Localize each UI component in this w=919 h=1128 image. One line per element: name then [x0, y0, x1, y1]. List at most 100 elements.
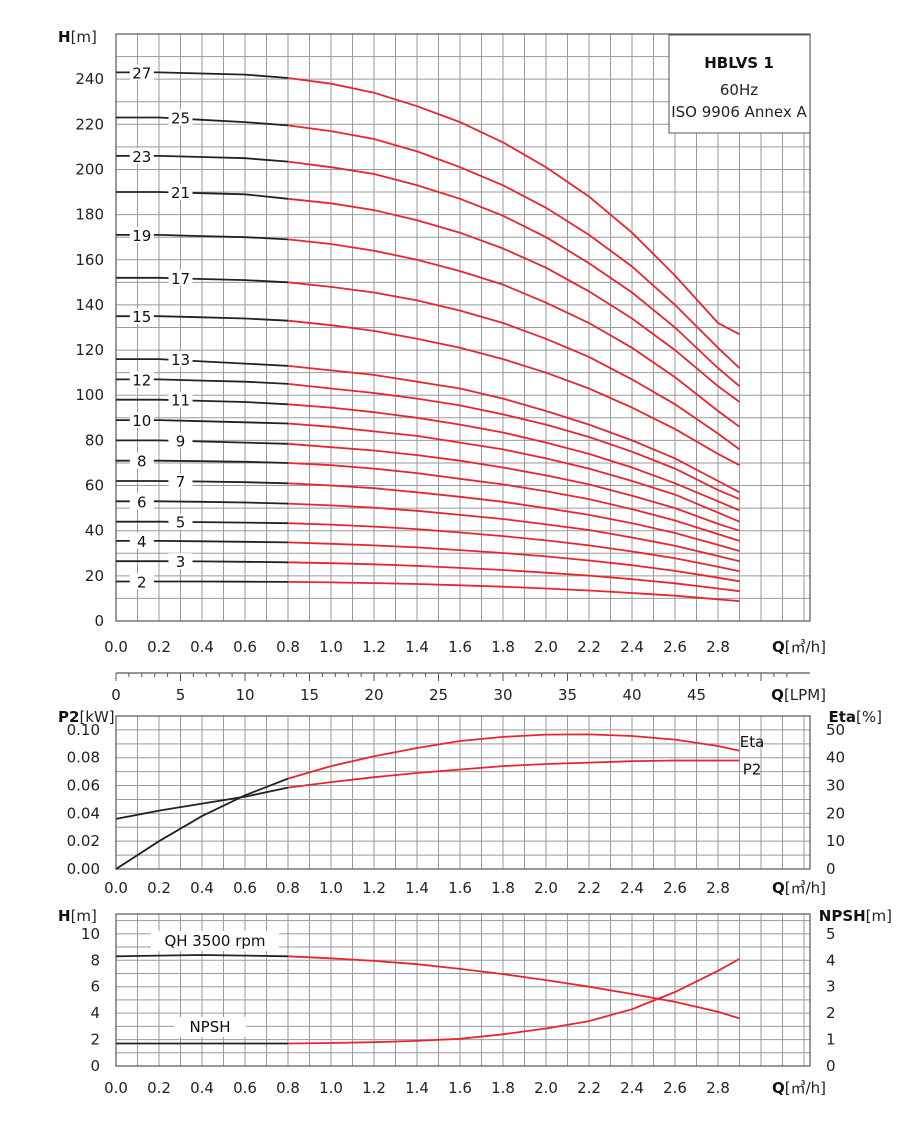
stage-19-series: [116, 226, 741, 428]
lpm-tick-label: 45: [687, 686, 706, 704]
y2-tick-label: 20: [826, 804, 845, 822]
x-tick-label: 0.0: [104, 1079, 128, 1097]
lpm-tick-label: 20: [364, 686, 383, 704]
head-y-axis-label: H[m]: [58, 28, 97, 46]
x-tick-label: 1.6: [448, 1079, 472, 1097]
series-label-bg: [174, 1017, 246, 1037]
y-tick-label: 80: [85, 431, 104, 449]
x-tick-label: 0.4: [190, 879, 214, 897]
y-tick-label: 140: [75, 296, 104, 314]
x-tick-label: 0.0: [104, 638, 128, 656]
npsh-panel-frame: [115, 913, 811, 1067]
stage-label-bg: [168, 184, 193, 201]
x-tick-label: 1.0: [319, 1079, 343, 1097]
stage-7-series: [116, 473, 740, 552]
stage-3-series: [116, 553, 740, 593]
stage-25-series: [116, 109, 741, 369]
x-tick-label: 0.0: [104, 879, 128, 897]
lpm-axis-label-unit: [LPM]: [784, 686, 826, 704]
stage-label: 8: [137, 453, 147, 471]
stage-23-curve-red: [287, 160, 741, 387]
x-tick-label: 1.6: [448, 879, 472, 897]
stage-15-series: [116, 308, 740, 466]
stage-label: 21: [171, 184, 190, 202]
npsh-x-axis-label-unit: [㎥/h]: [785, 1079, 826, 1097]
stage-label-bg: [168, 269, 193, 286]
x-tick-label: 2.2: [577, 638, 601, 656]
stage-label: 5: [176, 514, 186, 532]
stage-3-curve-black: [116, 560, 289, 564]
stage-8-series: [116, 452, 740, 542]
head-x-axis-label-unit: [㎥/h]: [785, 638, 826, 656]
eta-series-label: Eta: [740, 733, 765, 751]
x-tick-label: 2.6: [663, 638, 687, 656]
stage-17-curve-red: [287, 281, 741, 451]
stage-17-series: [116, 269, 741, 451]
stage-label: 13: [171, 351, 190, 369]
head-panel-grid: [115, 33, 811, 622]
stage-23-series: [116, 147, 741, 387]
npsh-y-axis-label-bold: NPSH: [819, 907, 866, 925]
stage-21-series: [116, 184, 741, 403]
head-y-axis-label-unit: [m]: [71, 28, 97, 46]
x-tick-label: 1.2: [362, 879, 386, 897]
head-panel-frame: [115, 33, 811, 622]
stage-11-curve-black: [116, 398, 289, 406]
lpm-tick-label: 10: [235, 686, 254, 704]
eta-curve-black: [115, 777, 289, 870]
stage-label: 9: [176, 432, 186, 450]
npsh-x-axis-label-bold: Q: [772, 1079, 785, 1097]
stage-label: 12: [132, 371, 151, 389]
stage-label-bg: [129, 308, 154, 325]
stage-label: 15: [132, 308, 151, 326]
y-tick-label: 0.00: [67, 860, 100, 878]
y-tick-label: 0.06: [67, 777, 100, 795]
stage-5-curve-black: [116, 520, 289, 525]
stage-11-series: [116, 391, 740, 512]
stage-6-curve-red: [287, 502, 740, 563]
y2-tick-label: 0: [826, 1057, 836, 1075]
lpm-tick-label: 40: [622, 686, 641, 704]
lpm-tick-label: 25: [429, 686, 448, 704]
model-name: HBLVS 1: [704, 54, 774, 72]
y-tick-label: 200: [75, 160, 104, 178]
power-x-axis-label: Q[㎥/h]: [772, 879, 826, 897]
npsh-y-axis-label-unit: [m]: [866, 907, 892, 925]
x-tick-label: 0.6: [233, 638, 257, 656]
y-tick-label: 0.08: [67, 749, 100, 767]
stage-21-curve-black: [116, 191, 289, 200]
stage-label-bg: [168, 432, 193, 449]
y-tick-label: 240: [75, 70, 104, 88]
npsh-x-axis-label: Q[㎥/h]: [772, 1079, 826, 1097]
lpm-tick-label: 5: [176, 686, 186, 704]
title-box-frame: [668, 34, 811, 134]
stage-label: 11: [171, 392, 190, 410]
stage-8-curve-red: [287, 462, 740, 542]
stage-7-curve-black: [116, 480, 289, 485]
x-tick-label: 1.8: [491, 879, 515, 897]
stage-label-bg: [168, 391, 193, 408]
lpm-tick-label: 0: [111, 686, 121, 704]
eta-y-axis-label-bold: Eta: [828, 708, 856, 726]
power-y-axis-label: P2[kW]: [58, 708, 115, 726]
x-tick-label: 1.8: [491, 1079, 515, 1097]
stage-19-curve-red: [287, 238, 741, 428]
y-tick-label: 0.02: [67, 832, 100, 850]
stage-label-bg: [129, 532, 154, 549]
lpm-axis: [115, 672, 810, 681]
stage-25-curve-red: [287, 124, 741, 369]
stage-17-curve-black: [116, 276, 289, 284]
stage-12-series: [116, 371, 740, 500]
p2-curve-red: [287, 759, 740, 789]
y-tick-label: 180: [75, 206, 104, 224]
npsh-panel-y-axis-label: H[m]: [58, 907, 97, 925]
x-tick-label: 0.8: [276, 638, 300, 656]
power-y-axis-label-unit: [kW]: [79, 708, 114, 726]
qh-curve-black: [115, 954, 289, 958]
y2-tick-label: 3: [826, 978, 836, 996]
x-tick-label: 1.4: [405, 879, 429, 897]
y2-tick-label: 4: [826, 951, 836, 969]
stage-9-curve-red: [287, 442, 740, 532]
stage-label: 19: [132, 227, 151, 245]
